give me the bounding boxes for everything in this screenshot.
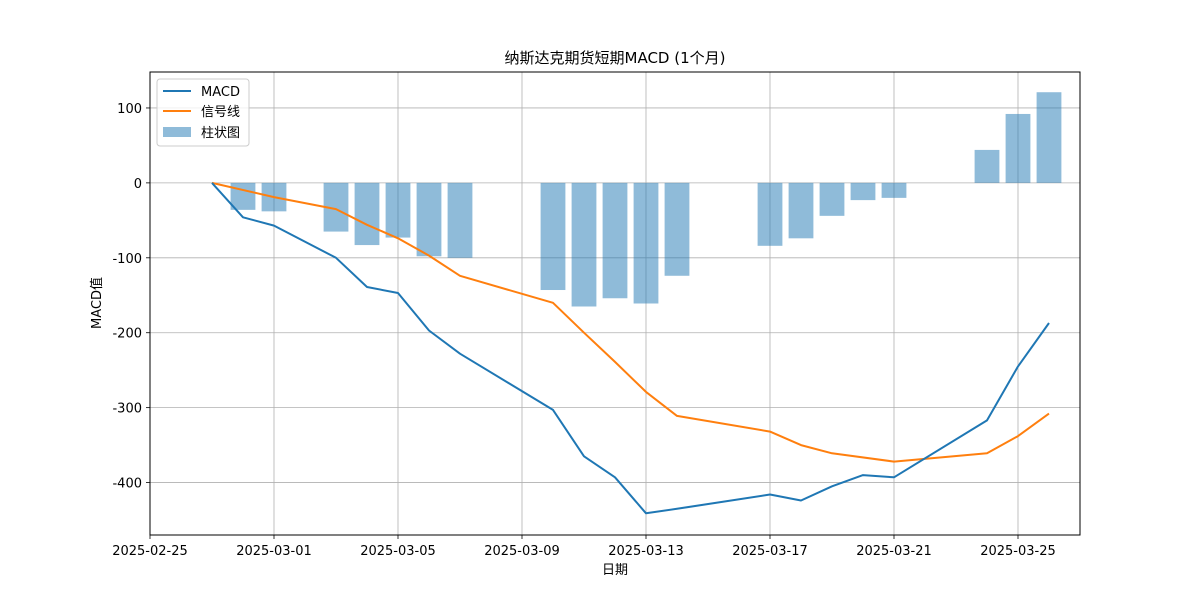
x-tick-label: 2025-02-25 — [112, 544, 188, 559]
histogram-bar — [850, 182, 876, 201]
histogram-bar — [1005, 113, 1031, 183]
legend: MACD 信号线 柱状图 — [156, 78, 250, 147]
histogram-bar — [1036, 92, 1062, 183]
x-tick-label: 2025-03-09 — [484, 544, 560, 559]
series-lines — [211, 181, 1050, 515]
y-tick-label: -400 — [112, 477, 142, 492]
legend-histogram-swatch — [163, 127, 191, 137]
y-axis-label: MACD值 — [89, 277, 105, 329]
legend-signal-label: 信号线 — [201, 105, 240, 120]
legend-macd-label: MACD — [201, 85, 240, 100]
y-tick-label: -300 — [112, 402, 142, 417]
chart-title: 纳斯达克期货短期MACD (1个月) — [505, 49, 726, 67]
signal-line — [211, 181, 1050, 463]
histogram-bar — [881, 182, 907, 198]
x-tick-label: 2025-03-17 — [732, 544, 808, 559]
axis-ticks: 2025-02-25 2025-03-01 2025-03-05 2025-03-09… — [112, 102, 1056, 559]
grid-lines — [149, 72, 1080, 535]
x-tick-label: 2025-03-21 — [856, 544, 932, 559]
y-tick-label: 100 — [117, 102, 142, 117]
x-axis-label: 日期 — [602, 563, 628, 578]
histogram-bar — [602, 182, 628, 299]
x-tick-label: 2025-03-01 — [236, 544, 312, 559]
histogram-bar — [757, 182, 783, 246]
histogram-bar — [788, 182, 814, 239]
x-tick-label: 2025-03-25 — [980, 544, 1056, 559]
histogram-bar — [354, 182, 380, 246]
y-tick-label: -200 — [112, 327, 142, 342]
histogram-bar — [664, 182, 690, 276]
histogram-bars — [230, 92, 1062, 307]
legend-histogram-label: 柱状图 — [201, 126, 240, 141]
histogram-bar — [974, 149, 1000, 183]
histogram-bar — [447, 182, 473, 258]
histogram-bar — [416, 182, 442, 257]
macd-line — [211, 182, 1050, 515]
y-tick-label: -100 — [112, 252, 142, 267]
histogram-bar — [540, 182, 566, 291]
histogram-bar — [633, 182, 659, 304]
plot-frame — [149, 71, 1081, 536]
histogram-bar — [571, 182, 597, 307]
histogram-bar — [230, 182, 256, 210]
x-tick-label: 2025-03-05 — [360, 544, 436, 559]
x-tick-label: 2025-03-13 — [608, 544, 684, 559]
y-tick-label: 0 — [134, 177, 142, 192]
histogram-bar — [385, 182, 411, 238]
histogram-bar — [819, 182, 845, 216]
